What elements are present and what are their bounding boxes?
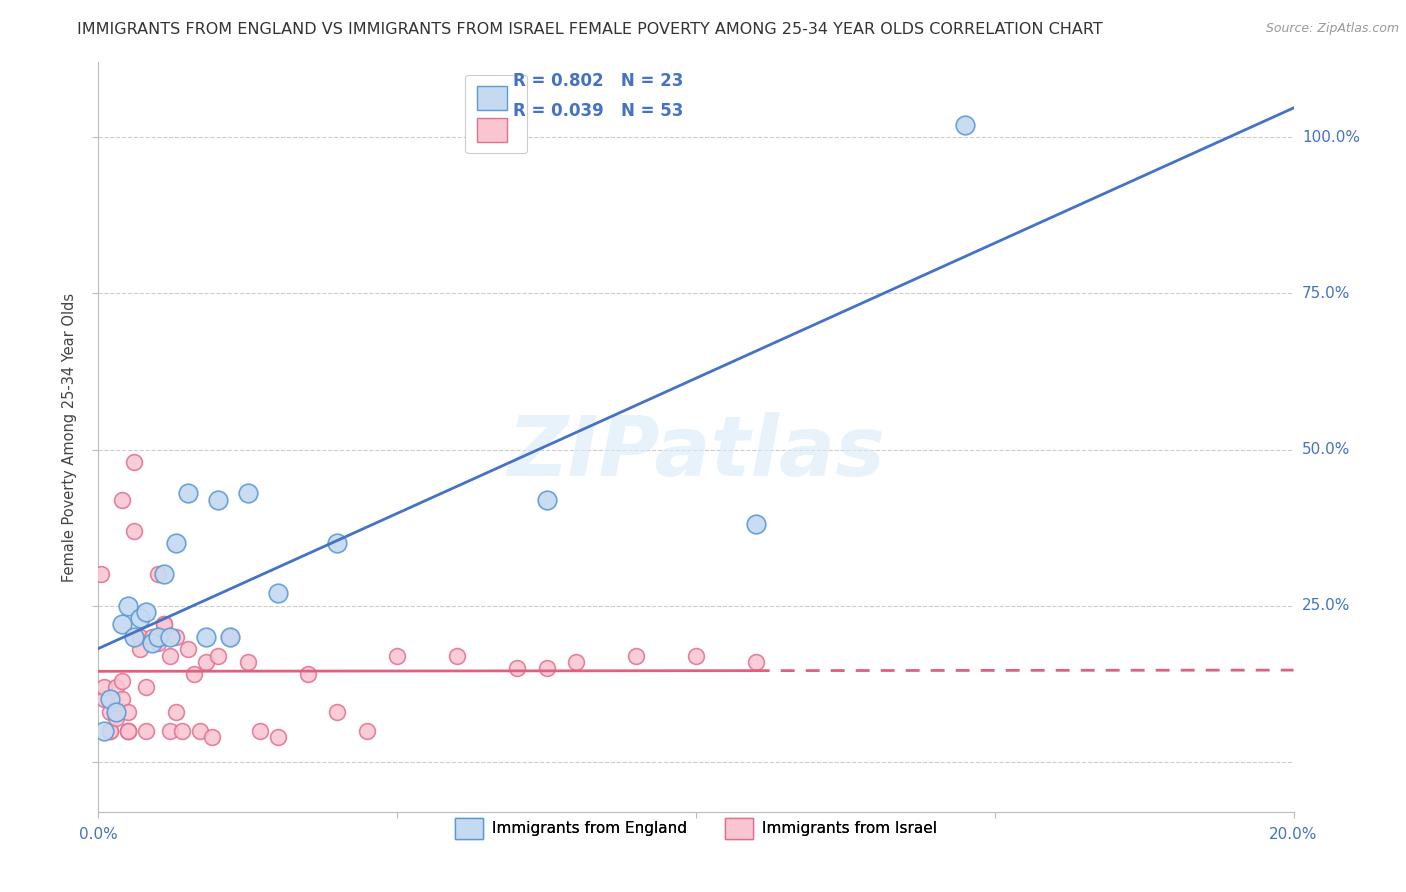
Text: ZIPatlas: ZIPatlas bbox=[508, 411, 884, 492]
Point bbox=[326, 536, 349, 550]
Point bbox=[159, 630, 181, 644]
Point bbox=[236, 486, 259, 500]
Point bbox=[172, 723, 194, 738]
Point bbox=[135, 605, 157, 619]
Point bbox=[953, 118, 976, 132]
Text: 20.0%: 20.0% bbox=[1270, 828, 1317, 843]
Point bbox=[129, 611, 152, 625]
Point bbox=[105, 705, 128, 719]
Text: 100.0%: 100.0% bbox=[1302, 130, 1360, 145]
Point bbox=[165, 536, 187, 550]
Point bbox=[98, 723, 122, 738]
Point bbox=[117, 723, 139, 738]
Point bbox=[153, 617, 176, 632]
Point bbox=[153, 567, 176, 582]
Point bbox=[506, 661, 529, 675]
Point bbox=[93, 692, 115, 706]
Point bbox=[356, 723, 378, 738]
Point bbox=[98, 723, 122, 738]
Point bbox=[177, 642, 200, 657]
Point bbox=[135, 680, 157, 694]
Point bbox=[195, 630, 218, 644]
Point bbox=[117, 723, 139, 738]
Point bbox=[141, 630, 163, 644]
Point bbox=[153, 617, 176, 632]
Point bbox=[536, 661, 558, 675]
Point bbox=[129, 630, 152, 644]
Point bbox=[98, 692, 122, 706]
Point bbox=[385, 648, 409, 663]
Point bbox=[297, 667, 319, 681]
Text: 0.0%: 0.0% bbox=[79, 828, 118, 843]
Point bbox=[446, 648, 468, 663]
Point bbox=[201, 730, 224, 744]
Point bbox=[90, 567, 112, 582]
Point bbox=[183, 667, 205, 681]
Text: R = 0.802   N = 23: R = 0.802 N = 23 bbox=[513, 71, 683, 89]
Point bbox=[745, 517, 768, 532]
Point bbox=[267, 730, 290, 744]
Text: R = 0.039   N = 53: R = 0.039 N = 53 bbox=[513, 103, 683, 120]
Point bbox=[236, 655, 259, 669]
Point bbox=[93, 723, 115, 738]
Point bbox=[267, 586, 290, 600]
Legend: Immigrants from England, Immigrants from Israel: Immigrants from England, Immigrants from… bbox=[449, 812, 943, 846]
Point bbox=[105, 711, 128, 725]
Point bbox=[165, 630, 187, 644]
Point bbox=[219, 630, 242, 644]
Point bbox=[111, 617, 134, 632]
Point bbox=[626, 648, 648, 663]
Point bbox=[685, 648, 707, 663]
Text: Source: ZipAtlas.com: Source: ZipAtlas.com bbox=[1265, 22, 1399, 36]
Text: 50.0%: 50.0% bbox=[1302, 442, 1350, 457]
Point bbox=[124, 524, 146, 538]
Y-axis label: Female Poverty Among 25-34 Year Olds: Female Poverty Among 25-34 Year Olds bbox=[62, 293, 77, 582]
Point bbox=[124, 630, 146, 644]
Point bbox=[536, 492, 558, 507]
Text: IMMIGRANTS FROM ENGLAND VS IMMIGRANTS FROM ISRAEL FEMALE POVERTY AMONG 25-34 YEA: IMMIGRANTS FROM ENGLAND VS IMMIGRANTS FR… bbox=[77, 22, 1104, 37]
Point bbox=[159, 723, 181, 738]
Point bbox=[105, 680, 128, 694]
Point bbox=[111, 673, 134, 688]
Point bbox=[111, 492, 134, 507]
Point bbox=[117, 705, 139, 719]
Point bbox=[148, 567, 170, 582]
Point bbox=[207, 648, 229, 663]
Point bbox=[159, 648, 181, 663]
Point bbox=[111, 692, 134, 706]
Point bbox=[249, 723, 271, 738]
Point bbox=[117, 723, 139, 738]
Point bbox=[219, 630, 242, 644]
Point bbox=[117, 599, 139, 613]
Point bbox=[148, 630, 170, 644]
Point bbox=[326, 705, 349, 719]
Point bbox=[135, 723, 157, 738]
Point bbox=[177, 486, 200, 500]
Point bbox=[207, 492, 229, 507]
Point bbox=[565, 655, 588, 669]
Point bbox=[141, 636, 163, 650]
Point bbox=[98, 705, 122, 719]
Point bbox=[129, 642, 152, 657]
Text: 25.0%: 25.0% bbox=[1302, 599, 1350, 613]
Point bbox=[124, 455, 146, 469]
Point bbox=[745, 655, 768, 669]
Point bbox=[93, 680, 115, 694]
Text: 75.0%: 75.0% bbox=[1302, 286, 1350, 301]
Point bbox=[195, 655, 218, 669]
Point bbox=[148, 636, 170, 650]
Point bbox=[188, 723, 211, 738]
Point bbox=[165, 705, 187, 719]
Point bbox=[105, 705, 128, 719]
